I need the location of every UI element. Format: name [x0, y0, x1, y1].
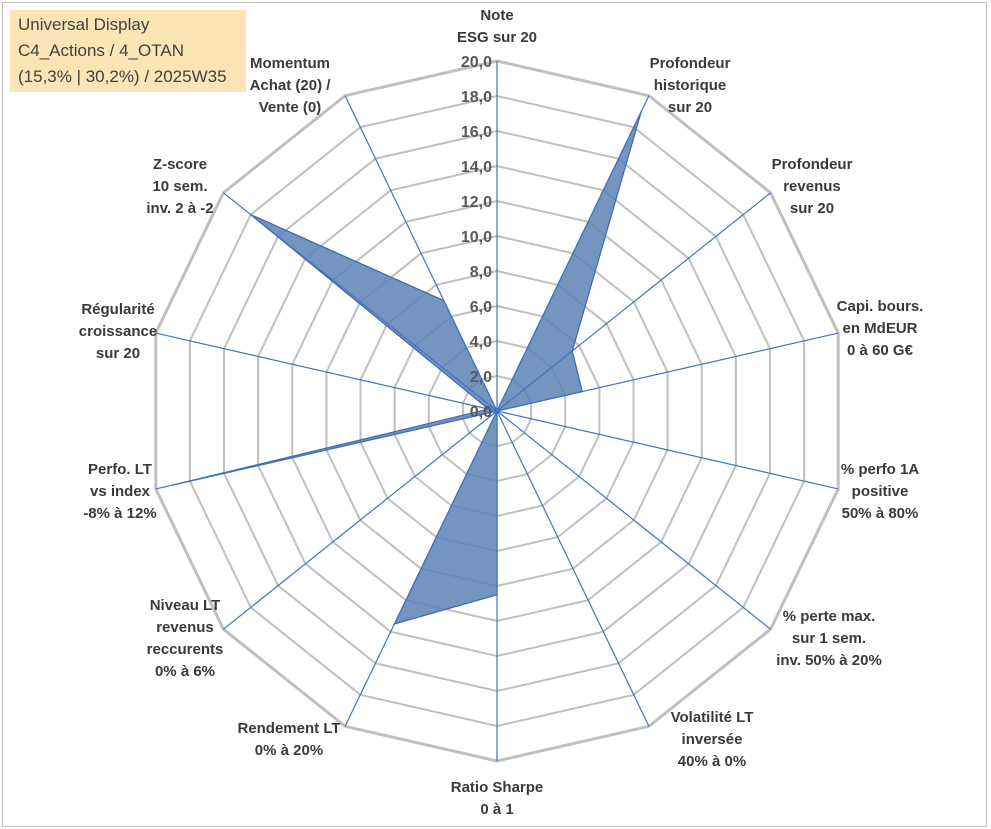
info-category: C4_Actions / 4_OTAN — [18, 41, 184, 60]
axis-labels: Note ESG sur 20 Profondeur historique sur 20… — [79, 7, 924, 818]
axis-spoke — [223, 192, 498, 412]
axis-label: Momentum Achat (20) / Vente (0) — [250, 55, 332, 116]
axis-label: Régularité croissance sur 20 — [79, 301, 157, 362]
axis-label: Volatilité LT inversée 40% à 0% — [671, 709, 754, 770]
axis-label: Profondeur historique sur 20 — [650, 55, 731, 116]
axis-label: Profondeur revenus sur 20 — [772, 156, 853, 217]
axis-spoke — [496, 410, 771, 630]
tick-labels: 0,0 2,0 4,0 6,0 8,0 10,0 12,0 14,0 16,0 18,0 20,0 — [461, 54, 492, 421]
tick-label: 10,0 — [461, 229, 492, 246]
axis-spoke — [155, 410, 498, 490]
info-title: Universal Display — [18, 15, 150, 34]
tick-label: 8,0 — [470, 264, 492, 281]
axis-spoke — [344, 95, 498, 412]
axis-spoke — [155, 332, 498, 412]
axis-spoke — [344, 410, 498, 727]
axis-label: Rendement LT 0% à 20% — [237, 720, 340, 759]
tick-label: 4,0 — [470, 334, 492, 351]
axis-label: Ratio Sharpe 0 à 1 — [451, 779, 544, 818]
tick-label: 6,0 — [470, 299, 492, 316]
series-area — [172, 111, 642, 625]
axis-label: % perfo 1A positive 50% à 80% — [841, 461, 920, 522]
tick-label: 14,0 — [461, 159, 492, 176]
tick-label: 0,0 — [470, 404, 492, 421]
tick-label: 18,0 — [461, 89, 492, 106]
tick-label: 16,0 — [461, 124, 492, 141]
info-stats: (15,3% | 30,2%) / 2025W35 — [18, 67, 227, 86]
tick-label: 12,0 — [461, 194, 492, 211]
axis-spoke — [496, 332, 839, 412]
axis-spoke — [496, 410, 650, 727]
axis-spoke — [223, 410, 498, 630]
tick-label: 2,0 — [470, 369, 492, 386]
axis-label: Capi. bours. en MdEUR 0 à 60 G€ — [837, 298, 924, 359]
axis-label: Note ESG sur 20 — [457, 7, 537, 46]
axis-spoke — [496, 192, 771, 412]
axis-label: Perfo. LT vs index -8% à 12% — [83, 461, 156, 522]
info-box: Universal Display C4_Actions / 4_OTAN (1… — [10, 10, 246, 92]
axis-label: Z-score 10 sem. inv. 2 à -2 — [146, 156, 213, 217]
axis-spoke — [496, 95, 650, 412]
axis-label: Niveau LT revenus reccurents 0% à 6% — [147, 597, 224, 680]
axis-spokes — [155, 61, 839, 761]
axis-spoke — [496, 410, 839, 490]
series-layer — [172, 110, 643, 625]
axis-label: % perte max. sur 1 sem. inv. 50% à 20% — [776, 608, 882, 669]
tick-label: 20,0 — [461, 54, 492, 71]
